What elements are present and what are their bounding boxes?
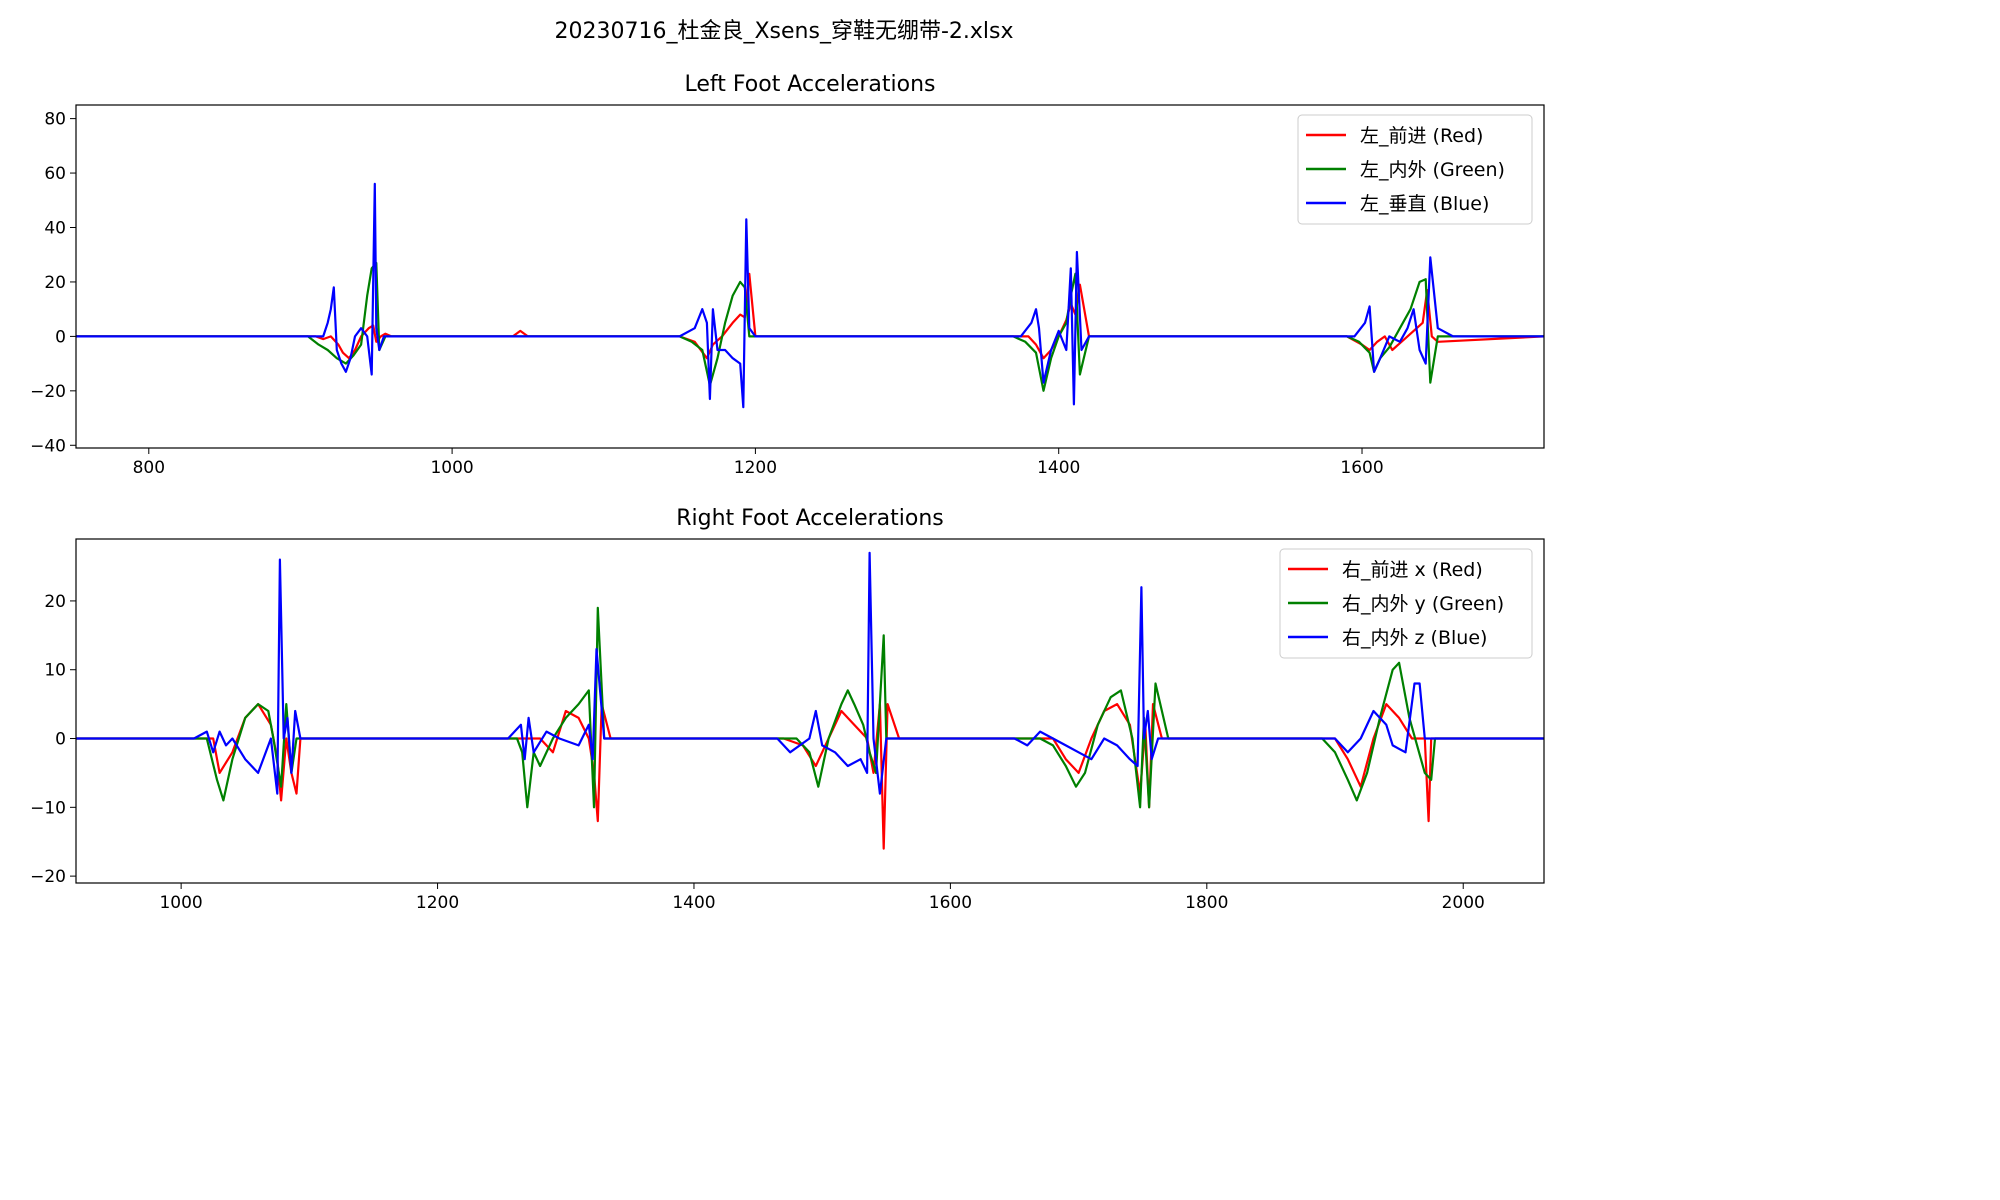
right-foot-xtick-label: 2000 bbox=[1442, 893, 1485, 913]
right-foot-xtick-label: 1200 bbox=[416, 893, 459, 913]
left-foot-ytick-label: 80 bbox=[44, 110, 66, 130]
right-foot-xtick-label: 1600 bbox=[929, 893, 972, 913]
left-foot-legend-label-0: 左_前进 (Red) bbox=[1360, 125, 1483, 147]
left-foot-ytick-label: 40 bbox=[44, 219, 66, 239]
left-foot-xtick-label: 800 bbox=[133, 458, 165, 478]
right-foot-ytick-label: 20 bbox=[44, 592, 66, 612]
left-foot-axes-frame bbox=[75, 104, 1545, 449]
right-foot-legend-label-0: 右_前进 x (Red) bbox=[1342, 559, 1483, 581]
left-foot-xtick-label: 1400 bbox=[1037, 458, 1080, 478]
right-foot-ytick-label: −10 bbox=[30, 798, 66, 818]
left-foot-ytick-label: −20 bbox=[30, 382, 66, 402]
right-foot-series-line-0 bbox=[76, 702, 1544, 850]
right-foot-ytick-label: 0 bbox=[55, 730, 66, 750]
right-foot-xtick-label: 1800 bbox=[1185, 893, 1228, 913]
left-foot-ytick-label: 60 bbox=[44, 164, 66, 184]
right-foot-legend-label-1: 右_内外 y (Green) bbox=[1342, 593, 1504, 615]
right-foot-ytick-label: 10 bbox=[44, 661, 66, 681]
left-foot-legend-label-2: 左_垂直 (Blue) bbox=[1360, 193, 1489, 215]
left-foot-ytick-label: −40 bbox=[30, 436, 66, 456]
left-foot-ytick-label: 20 bbox=[44, 273, 66, 293]
right-foot-title: Right Foot Accelerations bbox=[676, 506, 944, 531]
left-foot-series-line-1 bbox=[76, 261, 1544, 392]
right-foot-legend-label-2: 右_内外 z (Blue) bbox=[1342, 627, 1487, 649]
right-foot-plot-area bbox=[76, 551, 1544, 850]
left-foot-legend-box bbox=[1297, 114, 1533, 225]
left-foot-series-line-0 bbox=[76, 272, 1544, 360]
left-foot-plot-area bbox=[76, 182, 1544, 409]
left-foot-xtick-label: 1000 bbox=[430, 458, 473, 478]
right-foot-xtick-label: 1000 bbox=[159, 893, 202, 913]
right-foot-axes: Right Foot Accelerations 1000 1200 1400 1600… bbox=[30, 506, 1545, 913]
figure-suptitle: 20230716_杜金良_Xsens_穿鞋无绷带-2.xlsx bbox=[555, 19, 1014, 44]
left-foot-xtick-label: 1600 bbox=[1340, 458, 1383, 478]
right-foot-xtick-label: 1400 bbox=[672, 893, 715, 913]
right-foot-legend-box bbox=[1279, 548, 1533, 659]
left-foot-ytick-label: 0 bbox=[55, 327, 66, 347]
right-foot-axes-frame bbox=[75, 538, 1545, 884]
left-foot-legend: 左_前进 (Red) 左_内外 (Green) 左_垂直 (Blue) bbox=[1297, 114, 1533, 225]
right-foot-legend: 右_前进 x (Red) 右_内外 y (Green) 右_内外 z (Blue) bbox=[1279, 548, 1533, 659]
right-foot-ytick-label: −20 bbox=[30, 867, 66, 887]
left-foot-series-line-2 bbox=[76, 182, 1544, 409]
left-foot-title: Left Foot Accelerations bbox=[685, 72, 936, 97]
figure: 20230716_杜金良_Xsens_穿鞋无绷带-2.xlsx Left Foo… bbox=[30, 19, 1545, 913]
left-foot-legend-label-1: 左_内外 (Green) bbox=[1360, 159, 1505, 181]
left-foot-xtick-label: 1200 bbox=[734, 458, 777, 478]
chart-canvas: 20230716_杜金良_Xsens_穿鞋无绷带-2.xlsx Left Foo… bbox=[30, 19, 1545, 913]
right-foot-series-line-2 bbox=[76, 551, 1544, 795]
